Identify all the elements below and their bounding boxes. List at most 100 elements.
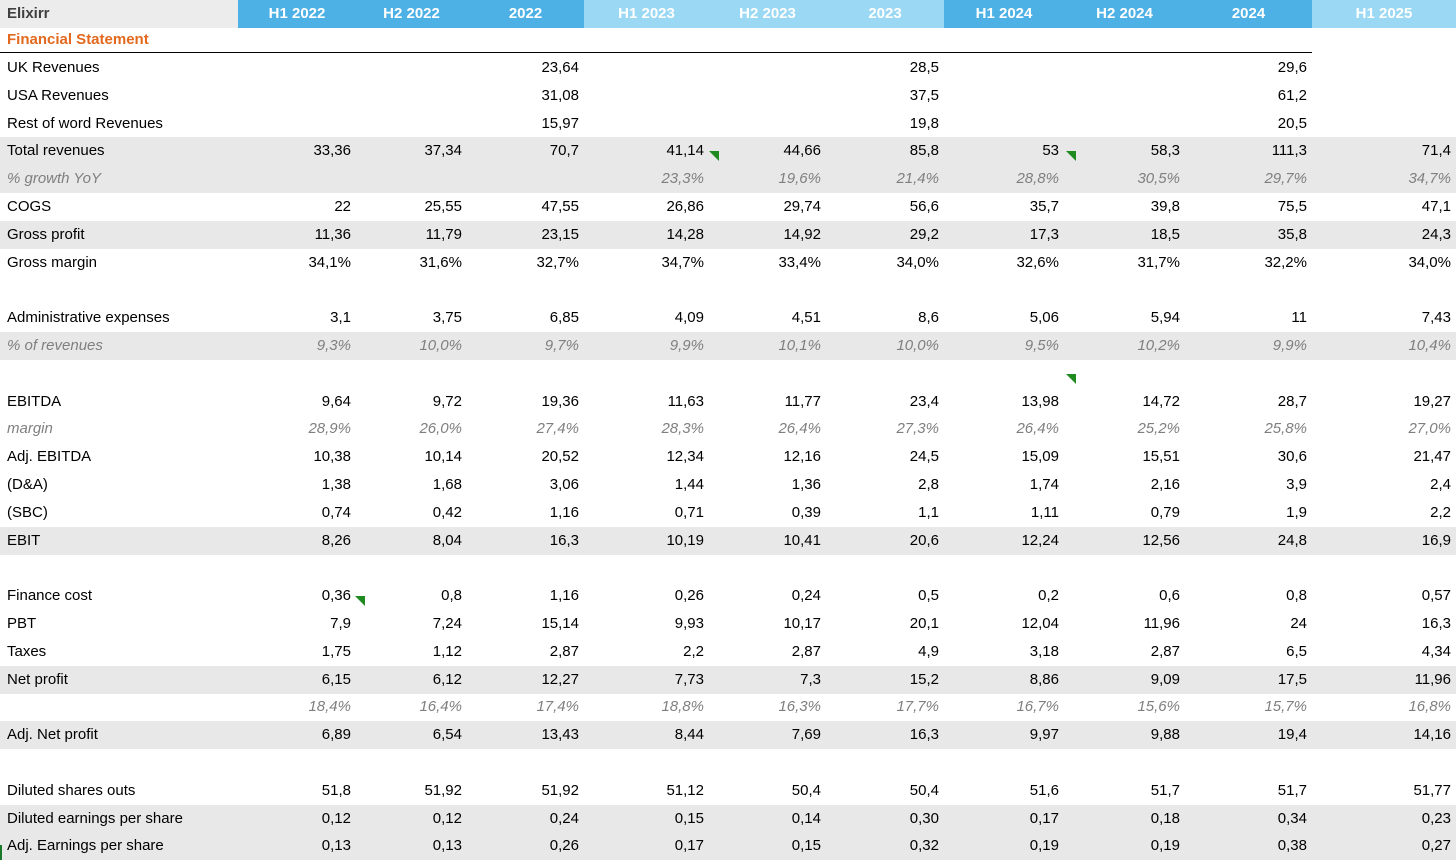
table-cell[interactable]: 7,69	[791, 726, 821, 744]
table-cell[interactable]: 6,15	[321, 670, 351, 688]
table-cell[interactable]: 19,4	[1277, 726, 1307, 744]
table-cell[interactable]: 0,27	[1421, 837, 1451, 855]
table-cell[interactable]: 0,6	[1159, 587, 1180, 605]
table-cell[interactable]: 0,34	[1277, 809, 1307, 827]
table-cell[interactable]	[238, 360, 356, 388]
table-cell[interactable]: 1,74	[1029, 476, 1059, 493]
table-cell[interactable]: 22	[334, 198, 351, 215]
table-cell[interactable]: 30,6	[1277, 448, 1307, 466]
table-cell[interactable]: 0,13	[432, 837, 462, 855]
table-cell[interactable]: 0,57	[1421, 587, 1451, 605]
table-cell[interactable]: 3,06	[549, 476, 579, 493]
table-cell[interactable]: 6,85	[549, 309, 579, 327]
table-cell[interactable]	[1064, 554, 1185, 582]
table-cell[interactable]: 32,2%	[1264, 253, 1307, 271]
table-cell[interactable]	[238, 165, 356, 193]
table-cell[interactable]	[584, 276, 709, 304]
table-cell[interactable]: 12,27	[541, 670, 579, 688]
table-cell[interactable]: 10,19	[666, 531, 704, 549]
table-cell[interactable]: 8,04	[432, 531, 462, 549]
table-cell[interactable]: 0,8	[441, 587, 462, 605]
table-cell[interactable]: 0,36	[321, 587, 351, 605]
table-cell[interactable]	[709, 82, 826, 110]
table-cell[interactable]: 8,86	[1029, 670, 1059, 688]
table-cell[interactable]: 31,6%	[419, 253, 462, 271]
table-cell[interactable]	[1185, 554, 1312, 582]
table-cell[interactable]: 5,94	[1150, 309, 1180, 327]
table-cell[interactable]: 0,17	[1029, 809, 1059, 827]
table-cell[interactable]	[826, 749, 944, 777]
table-cell[interactable]: 16,3%	[778, 698, 821, 716]
table-cell[interactable]: 12,24	[1021, 531, 1059, 549]
row-label[interactable]: EBITDA	[7, 392, 62, 410]
table-cell[interactable]: 9,3%	[316, 337, 351, 354]
table-cell[interactable]: 27,4%	[536, 420, 579, 438]
table-cell[interactable]: 1,11	[1030, 503, 1059, 521]
table-cell[interactable]: 14,28	[666, 225, 704, 243]
column-header-h2-2022[interactable]: H2 2022	[356, 0, 467, 28]
table-cell[interactable]: 2,87	[791, 642, 821, 660]
table-cell[interactable]	[1312, 82, 1456, 110]
row-label[interactable]: Net profit	[7, 670, 68, 688]
table-cell[interactable]: 35,7	[1029, 198, 1059, 215]
table-cell[interactable]: 18,4%	[308, 698, 351, 716]
table-cell[interactable]: 24,5	[909, 448, 939, 466]
table-cell[interactable]: 9,7%	[544, 337, 579, 354]
row-label[interactable]	[7, 693, 237, 721]
table-cell[interactable]: 11,96	[1143, 615, 1180, 632]
table-cell[interactable]: 5,06	[1029, 309, 1059, 327]
row-label[interactable]	[7, 360, 237, 388]
column-header-h2-2024[interactable]: H2 2024	[1064, 0, 1185, 28]
table-cell[interactable]: 1,75	[321, 642, 351, 660]
table-cell[interactable]	[826, 554, 944, 582]
table-cell[interactable]: 15,7%	[1264, 698, 1307, 716]
table-cell[interactable]	[944, 82, 1064, 110]
table-cell[interactable]: 10,41	[783, 531, 821, 549]
table-cell[interactable]	[356, 110, 467, 138]
table-cell[interactable]: 0,8	[1286, 587, 1307, 605]
table-cell[interactable]: 11,77	[784, 392, 821, 410]
column-header-h1-2023[interactable]: H1 2023	[584, 0, 709, 28]
table-cell[interactable]: 29,2	[909, 225, 939, 243]
table-cell[interactable]: 20,1	[909, 615, 939, 632]
table-cell[interactable]: 70,7	[549, 142, 579, 160]
table-cell[interactable]: 19,27	[1413, 392, 1451, 410]
row-label[interactable]: Rest of word Revenues	[7, 114, 163, 132]
table-cell[interactable]	[826, 276, 944, 304]
table-cell[interactable]: 17,7%	[896, 698, 939, 716]
table-cell[interactable]: 28,3%	[661, 420, 704, 438]
table-cell[interactable]: 111,3	[1271, 142, 1307, 160]
table-cell[interactable]: 85,8	[909, 142, 939, 160]
table-cell[interactable]: 7,3	[800, 670, 821, 688]
table-cell[interactable]: 32,7%	[536, 253, 579, 271]
table-cell[interactable]	[944, 54, 1064, 82]
table-cell[interactable]: 16,8%	[1408, 698, 1451, 716]
table-cell[interactable]	[238, 749, 356, 777]
table-cell[interactable]: 29,7%	[1264, 170, 1307, 188]
table-cell[interactable]: 2,4	[1430, 476, 1451, 493]
table-cell[interactable]: 10,0%	[896, 337, 939, 354]
table-cell[interactable]: 2,16	[1150, 476, 1180, 493]
table-cell[interactable]: 56,6	[909, 198, 939, 215]
table-cell[interactable]: 25,55	[424, 198, 462, 215]
table-cell[interactable]: 4,34	[1421, 642, 1451, 660]
table-cell[interactable]	[709, 276, 826, 304]
table-cell[interactable]: 24,8	[1277, 531, 1307, 549]
table-cell[interactable]	[709, 749, 826, 777]
table-cell[interactable]	[1185, 749, 1312, 777]
table-cell[interactable]: 2,2	[683, 642, 704, 660]
table-cell[interactable]	[1312, 276, 1456, 304]
table-cell[interactable]: 11,36	[314, 225, 351, 243]
table-cell[interactable]: 16,9	[1421, 531, 1451, 549]
table-cell[interactable]	[709, 54, 826, 82]
table-cell[interactable]	[584, 54, 709, 82]
table-cell[interactable]: 15,97	[541, 114, 579, 132]
table-cell[interactable]: 28,5	[909, 59, 939, 76]
table-cell[interactable]	[1064, 54, 1185, 82]
table-cell[interactable]	[238, 276, 356, 304]
comment-indicator-icon[interactable]	[355, 596, 365, 606]
table-cell[interactable]: 14,16	[1413, 726, 1451, 744]
table-cell[interactable]: 0,2	[1038, 587, 1059, 605]
table-cell[interactable]: 20,6	[909, 531, 939, 549]
table-cell[interactable]: 51,92	[541, 781, 579, 799]
